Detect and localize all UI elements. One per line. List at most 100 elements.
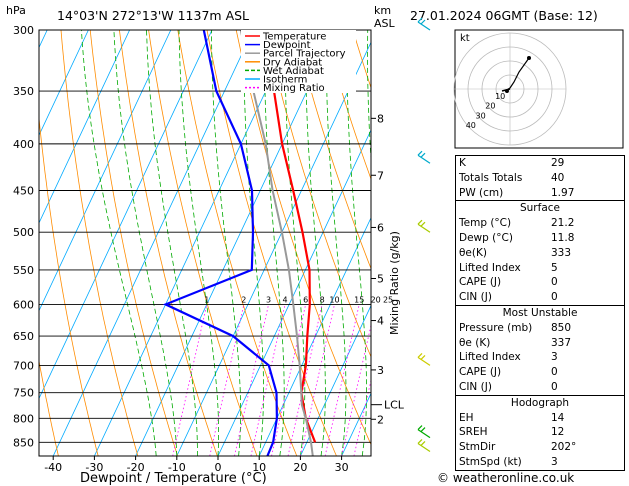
index-label: Totals Totals [459, 171, 523, 184]
x-tick-label: -40 [44, 461, 62, 474]
km-tick-label: 5 [377, 272, 384, 285]
index-row: Pressure (mb) 850 [456, 321, 624, 336]
mixing-ratio-line [172, 304, 208, 456]
index-label: Lifted Index [459, 261, 521, 274]
hodograph-ring-label: 30 [476, 111, 486, 120]
legend-box [241, 30, 356, 93]
mixing-ratio-label: 8 [320, 295, 325, 304]
index-label: SREH [459, 426, 488, 439]
pressure-tick-label: 800 [13, 412, 34, 425]
pressure-tick-label: 750 [13, 387, 34, 400]
dry-adiabat-line [235, 30, 371, 446]
pressure-tick-label: 850 [13, 436, 34, 449]
index-row: Totals Totals 40 [456, 171, 624, 186]
wet-adiabat-line [81, 30, 157, 456]
km-tick-label: 2 [377, 413, 384, 426]
hodograph-point [527, 56, 531, 60]
km-tick-label: 7 [377, 169, 384, 182]
legend-label: Wet Adiabat [263, 66, 324, 77]
index-row: Lifted Index 3 [456, 350, 624, 365]
mixing-ratio-line [287, 304, 323, 456]
index-value: 850 [551, 321, 572, 334]
x-tick-label: -30 [85, 461, 103, 474]
wet-adiabat-line [243, 30, 264, 456]
series-parcel-trajectory [239, 30, 314, 456]
wind-barb-flag [420, 19, 426, 25]
index-row: Temp (°C) 21.2 [456, 216, 624, 231]
index-row: PW (cm) 1.97 [456, 186, 624, 201]
isotherm-line [0, 30, 6, 456]
pressure-tick-label: 400 [13, 138, 34, 151]
indices-table: K 29 Totals Totals 40 PW (cm) 1.97 Surface Te… [455, 155, 625, 471]
wind-barb-flag [420, 152, 426, 158]
hodograph-ring-label: 40 [466, 121, 476, 130]
wet-adiabat-line [367, 30, 371, 165]
mixing-ratio-line [209, 304, 245, 456]
isotherm-line [94, 30, 295, 456]
most-unstable-section: Most Unstable Pressure (mb) 850 θe (K) 337 L… [456, 304, 624, 395]
index-value: 29 [551, 157, 565, 169]
mixing-ratio-label: 20 [371, 295, 381, 304]
pressure-tick-label: 700 [13, 359, 34, 372]
index-label: EH [459, 411, 474, 424]
index-row: θe (K) 337 [456, 336, 624, 351]
isotherm-line [135, 30, 336, 456]
wet-adiabat-line [264, 30, 285, 456]
index-value: 14 [551, 411, 565, 424]
wind-barb-flag [417, 425, 423, 431]
hodograph-section: Hodograph EH 14 SREH 12 StmDir 202° StmSpd (kt… [456, 394, 624, 470]
km-tick-label: 3 [377, 364, 384, 377]
index-value: 0 [551, 276, 558, 289]
legend-label: Mixing Ratio [263, 83, 325, 94]
km-tick-label: 8 [377, 112, 384, 125]
dry-adiabat-line [206, 30, 337, 456]
hodograph-title: Hodograph [510, 396, 570, 409]
axes: 300350400450500550600650700750800850-40-… [13, 24, 349, 474]
index-label: Lifted Index [459, 351, 521, 364]
pressure-unit-label: hPa [6, 4, 26, 17]
legend-label: Isotherm [263, 75, 307, 86]
wind-barb [417, 429, 431, 439]
index-label: θe (K) [459, 336, 491, 349]
x-tick-label: -10 [168, 461, 186, 474]
index-row: Lifted Index 5 [456, 261, 624, 276]
mixing-ratio-line [324, 304, 360, 456]
wind-barb-flag [420, 441, 426, 446]
index-row: StmDir 202° [456, 440, 624, 455]
isotherm-line [176, 41, 371, 456]
index-label: CAPE (J) [459, 276, 502, 289]
series-dewpoint [162, 30, 279, 456]
index-row: K 29 [456, 156, 624, 171]
wind-barb-flag [420, 354, 426, 360]
x-tick-label: -20 [127, 461, 145, 474]
pressure-tick-label: 300 [13, 24, 34, 37]
index-row: EH 14 [456, 411, 624, 426]
mixing-ratio-line [341, 323, 371, 456]
pressure-tick-label: 500 [13, 226, 34, 239]
wind-barb [417, 356, 431, 366]
legend-label: Parcel Trajectory [263, 49, 346, 60]
index-value: 0 [551, 366, 558, 379]
wind-barb [417, 442, 431, 452]
wind-barb-flag [417, 439, 423, 444]
index-label: Dewp (°C) [459, 231, 513, 244]
wind-barb [417, 223, 431, 233]
mixing-ratio-line [250, 304, 286, 456]
dry-adiabat-line [294, 30, 371, 270]
dry-adiabat-line [265, 30, 371, 358]
wet-adiabat-line [305, 30, 326, 456]
wind-barb-flag [417, 219, 423, 225]
x-tick-label: 30 [335, 461, 349, 474]
index-label: CIN (J) [459, 380, 492, 393]
isotherm-line [39, 30, 89, 137]
index-value: 333 [551, 246, 572, 259]
dry-adiabat-line [39, 114, 99, 456]
index-value: 12 [551, 426, 565, 439]
wet-adiabat-line [284, 30, 306, 456]
index-value: 1.97 [551, 186, 575, 199]
wet-adiabat-line [211, 30, 242, 456]
index-label: Temp (°C) [459, 217, 512, 230]
location-title: 14°03'N 272°13'W 1137m ASL [57, 8, 249, 23]
mixing-ratio-label: 6 [303, 295, 308, 304]
